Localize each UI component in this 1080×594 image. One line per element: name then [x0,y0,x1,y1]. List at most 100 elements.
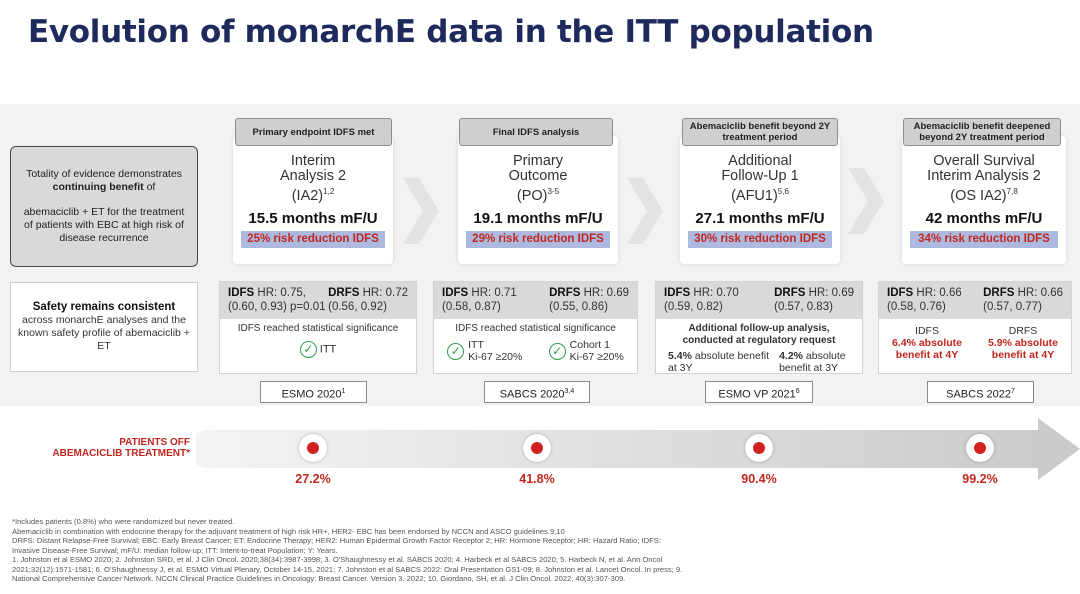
milestone-abbr: (IA2) [291,187,324,204]
timeline-arrow [196,418,1080,480]
evidence-text-2: abemaciclib + ET for the treatment of pa… [23,206,185,244]
milestone-name-line: Analysis 2 [279,168,347,184]
significance-note: IDFS reached statistical significance [237,323,399,334]
conference-ref: 1 [341,388,346,395]
safety-bold: Safety remains consistent [32,301,176,313]
conference-tag: ESMO VP 20216 [705,381,813,403]
drfs-hr: HR: 0.72 [359,287,408,299]
conference-ref: 6 [795,388,800,395]
check-icon: ✓ [548,342,566,360]
drfs-label: DRFS [549,287,581,299]
conference-tag: SABCS 20227 [927,381,1034,403]
milestone-followup: 42 months mF/U [925,209,1043,227]
milestone-ref: 3-5 [547,187,560,196]
milestone-name-line: Outcome [508,168,568,184]
milestone-abbr: (OS IA2) [950,187,1007,204]
conference-ref: 3,4 [564,388,575,395]
followup-note: Additional follow-up analysis, conducted… [682,323,836,346]
drfs-ci: (0.56, 0.92) [328,301,387,313]
drfs-hr: HR: 0.69 [805,287,854,299]
evidence-text-1: Totality of evidence demonstrates [26,168,182,180]
milestone-header: Primary endpoint IDFS met [235,118,392,146]
check-label: ITT [468,339,484,351]
idfs-hr: HR: 0.71 [468,287,517,299]
timeline-marker [966,434,994,462]
benefit-label: IDFS [915,325,939,337]
risk-reduction-badge: 30% risk reduction IDFS [688,231,832,248]
evidence-bold: continuing benefit [52,181,144,193]
milestone-ref: 5,6 [777,187,789,196]
drfs-ci: (0.55, 0.86) [549,301,608,313]
milestone-header: Abemaciclib benefit beyond 2Y treatment … [682,118,838,146]
risk-reduction-badge: 25% risk reduction IDFS [241,231,385,248]
milestone-abbr: (PO) [516,187,548,204]
milestone-header: Final IDFS analysis [459,118,613,146]
chevron-right-icon [627,178,663,244]
absolute-benefit-value: 5.4% [668,350,692,362]
patients-off-value: 99.2% [962,472,998,486]
check-icon: ✓ [299,341,317,358]
footnote-line: National Comprehensive Cancer Network. N… [12,574,626,583]
milestone-followup: 19.1 months mF/U [473,209,603,227]
check-label: ITT [319,343,337,356]
chevron-right-icon [403,178,439,244]
patients-off-value: 27.2% [295,472,331,486]
timeline-label-line: ABEMACICLIB TREATMENT* [52,448,190,459]
absolute-benefit-value: 6.4% absolute benefit at 4Y [891,337,963,361]
conference-tag: SABCS 20203,4 [484,381,590,403]
milestone-name-line: Follow-Up 1 [721,168,799,184]
drfs-hr: HR: 0.66 [1014,287,1063,299]
milestone-card-afu1: Additional Follow-Up 1 (AFU1)5,6 27.1 mont… [680,136,840,264]
hr-box-os-ia2: IDFS HR: 0.66 (0.58, 0.76) DRFS HR: 0.66 (… [878,281,1072,374]
milestone-followup: 27.1 months mF/U [695,209,825,227]
footnote-line: 2021;32(12):1571-1581; 6. O'Shaughnessy … [12,564,683,574]
patients-off-value: 90.4% [741,472,777,486]
absolute-benefit-value: 5.9% absolute benefit at 4Y [987,337,1059,361]
footnote-line: 1. Johnston et al ESMO 2020; 2. Johnston… [12,555,663,564]
milestone-name-line: Additional [728,153,792,169]
drfs-label: DRFS [983,287,1015,299]
idfs-label: IDFS [887,287,914,299]
milestone-name-line: Overall Survival [933,153,1035,169]
page-title: Evolution of monarchE data in the ITT po… [28,14,874,50]
milestone-name-line: Interim [290,153,336,169]
conference-name: ESMO VP 2021 [718,388,796,401]
idfs-ci: (0.60, 0.93) p=0.01 [228,301,326,313]
patients-off-value: 41.8% [519,472,555,486]
idfs-label: IDFS [228,287,255,299]
milestone-ref: 1,2 [323,187,335,196]
conference-name: SABCS 2022 [946,388,1011,401]
significance-note: IDFS reached statistical significance [455,323,616,334]
idfs-hr: HR: 0.70 [690,287,739,299]
conference-ref: 7 [1010,388,1015,395]
check-icon: ✓ [447,342,465,360]
evidence-of: of [143,181,156,193]
benefit-label: DRFS [1008,325,1038,337]
risk-reduction-badge: 29% risk reduction IDFS [466,231,610,248]
safety-text: across monarchE analyses and the known s… [18,314,190,352]
footnotes: *Includes patients (0.8%) who were rando… [12,517,1072,584]
drfs-hr: HR: 0.69 [580,287,629,299]
conference-name: SABCS 2020 [499,388,565,401]
hr-box-ia2: IDFS HR: 0.75, (0.60, 0.93) p=0.01 DRFS H… [219,281,417,374]
timeline-marker [745,434,773,462]
drfs-label: DRFS [328,287,360,299]
timeline-label-line: PATIENTS OFF [119,437,190,448]
drfs-ci: (0.57, 0.83) [774,301,833,313]
milestone-card-ia2: Interim Analysis 2 (IA2)1,2 15.5 months mF… [233,136,393,264]
hr-box-po: IDFS HR: 0.71 (0.58, 0.87) DRFS HR: 0.69 (… [433,281,638,374]
evidence-box: Totality of evidence demonstrates contin… [10,146,198,267]
milestone-name-line: Interim Analysis 2 [927,168,1041,184]
idfs-label: IDFS [664,287,691,299]
conference-tag: ESMO 20201 [260,381,367,403]
check-sublabel: Ki-67 ≥20% [468,351,523,363]
conference-name: ESMO 2020 [281,388,342,401]
footnote-line: *Includes patients (0.8%) who were rando… [12,517,235,526]
milestone-card-os-ia2: Overall Survival Interim Analysis 2 (OS IA… [902,136,1066,264]
idfs-hr: HR: 0.75, [254,287,306,299]
milestone-ref: 7,8 [1006,187,1018,196]
footnote-line: DRFS: Distant Relapse-Free Survival; EBC… [12,536,661,545]
check-sublabel: Ki-67 ≥20% [569,351,624,363]
milestone-name-line: Primary [513,153,563,169]
footnote-line: Abemaciclib in combination with endocrin… [12,526,565,536]
